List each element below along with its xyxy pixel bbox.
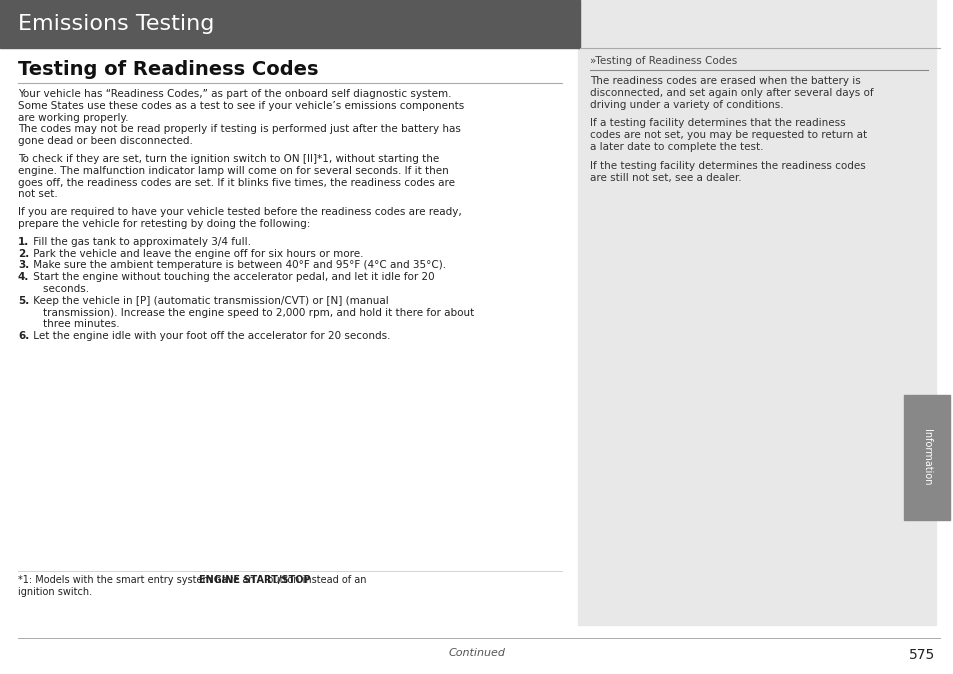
Text: ENGINE START/STOP: ENGINE START/STOP — [199, 575, 311, 585]
Text: goes off, the readiness codes are set. If it blinks five times, the readiness co: goes off, the readiness codes are set. I… — [18, 178, 455, 187]
Text: 1.: 1. — [18, 237, 30, 247]
Text: Some States use these codes as a test to see if your vehicle’s emissions compone: Some States use these codes as a test to… — [18, 101, 464, 111]
Text: Park the vehicle and leave the engine off for six hours or more.: Park the vehicle and leave the engine of… — [30, 249, 363, 259]
Text: Information: Information — [921, 429, 931, 485]
Text: Make sure the ambient temperature is between 40°F and 95°F (4°C and 35°C).: Make sure the ambient temperature is bet… — [30, 260, 446, 270]
Text: 5.: 5. — [18, 296, 30, 306]
Text: not set.: not set. — [18, 189, 58, 200]
Text: *1: Models with the smart entry system have an: *1: Models with the smart entry system h… — [18, 575, 257, 585]
Text: 6.: 6. — [18, 331, 30, 341]
Bar — [578, 0, 935, 625]
Text: Keep the vehicle in [P] (automatic transmission/CVT) or [N] (manual: Keep the vehicle in [P] (automatic trans… — [30, 296, 388, 306]
Text: button instead of an: button instead of an — [264, 575, 367, 585]
Text: Testing of Readiness Codes: Testing of Readiness Codes — [18, 60, 318, 79]
Text: 3.: 3. — [18, 260, 30, 270]
Text: Emissions Testing: Emissions Testing — [18, 14, 214, 34]
Text: If the testing facility determines the readiness codes: If the testing facility determines the r… — [589, 161, 864, 171]
Text: seconds.: seconds. — [30, 284, 89, 294]
Text: prepare the vehicle for retesting by doing the following:: prepare the vehicle for retesting by doi… — [18, 219, 310, 229]
Text: disconnected, and set again only after several days of: disconnected, and set again only after s… — [589, 88, 873, 98]
Text: »Testing of Readiness Codes: »Testing of Readiness Codes — [589, 56, 737, 66]
Text: 2.: 2. — [18, 249, 30, 259]
Bar — [903, 395, 949, 520]
Text: transmission). Increase the engine speed to 2,000 rpm, and hold it there for abo: transmission). Increase the engine speed… — [30, 307, 474, 317]
Text: codes are not set, you may be requested to return at: codes are not set, you may be requested … — [589, 130, 866, 140]
Text: Start the engine without touching the accelerator pedal, and let it idle for 20: Start the engine without touching the ac… — [30, 272, 435, 282]
Text: Your vehicle has “Readiness Codes,” as part of the onboard self diagnostic syste: Your vehicle has “Readiness Codes,” as p… — [18, 89, 451, 99]
Text: 575: 575 — [908, 648, 934, 662]
Text: three minutes.: three minutes. — [30, 319, 119, 330]
Text: 4.: 4. — [18, 272, 30, 282]
Text: gone dead or been disconnected.: gone dead or been disconnected. — [18, 136, 193, 146]
Text: are working properly.: are working properly. — [18, 113, 129, 123]
Text: are still not set, see a dealer.: are still not set, see a dealer. — [589, 173, 740, 183]
Text: Fill the gas tank to approximately 3/4 full.: Fill the gas tank to approximately 3/4 f… — [30, 237, 251, 247]
Text: To check if they are set, turn the ignition switch to ON [II]*1, without startin: To check if they are set, turn the ignit… — [18, 154, 438, 164]
Text: a later date to complete the test.: a later date to complete the test. — [589, 142, 762, 152]
Text: Continued: Continued — [448, 648, 505, 658]
Text: Let the engine idle with your foot off the accelerator for 20 seconds.: Let the engine idle with your foot off t… — [30, 331, 390, 341]
Text: If a testing facility determines that the readiness: If a testing facility determines that th… — [589, 119, 844, 129]
Text: The codes may not be read properly if testing is performed just after the batter: The codes may not be read properly if te… — [18, 125, 460, 134]
Text: The readiness codes are erased when the battery is: The readiness codes are erased when the … — [589, 76, 860, 86]
Text: driving under a variety of conditions.: driving under a variety of conditions. — [589, 100, 782, 110]
Bar — [0, 0, 579, 48]
Text: If you are required to have your vehicle tested before the readiness codes are r: If you are required to have your vehicle… — [18, 207, 461, 217]
Text: engine. The malfunction indicator lamp will come on for several seconds. If it t: engine. The malfunction indicator lamp w… — [18, 166, 448, 176]
Text: ignition switch.: ignition switch. — [18, 587, 92, 596]
